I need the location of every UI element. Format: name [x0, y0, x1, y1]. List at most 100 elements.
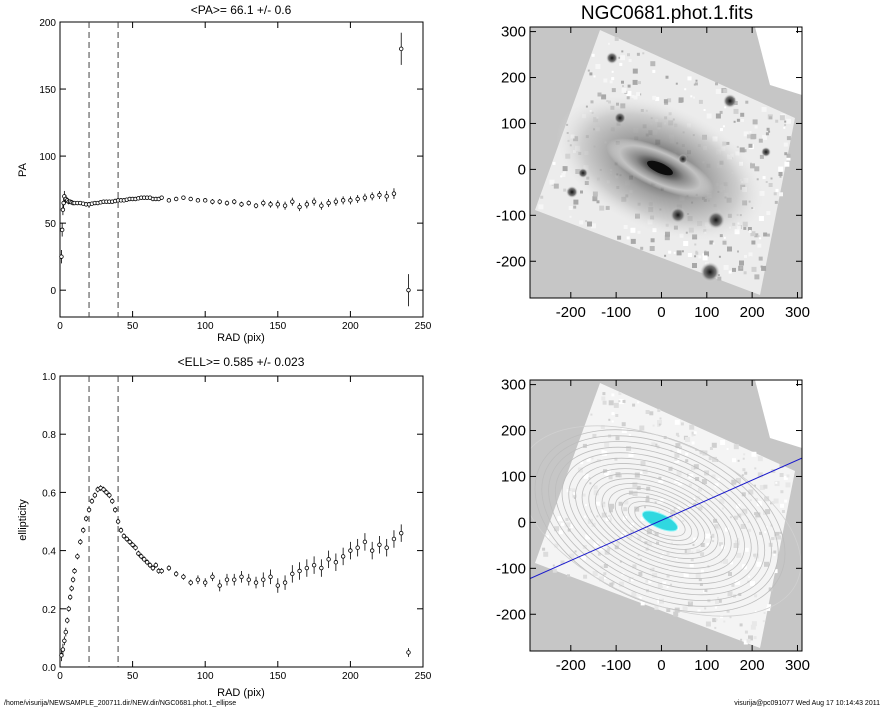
isophote-contour [568, 457, 752, 585]
data-point [101, 487, 106, 492]
noise-pixel [607, 515, 611, 519]
y-tick-label: 0.6 [42, 488, 56, 499]
noise-pixel [618, 501, 623, 506]
noise-pixel [739, 266, 743, 270]
noise-pixel [642, 52, 645, 55]
noise-pixel [775, 188, 779, 192]
data-point [81, 528, 86, 533]
noise-pixel [677, 435, 680, 438]
noise-pixel [581, 555, 586, 561]
data-point [195, 577, 201, 582]
noise-pixel [702, 255, 708, 261]
data-point [150, 565, 156, 571]
noise-pixel [717, 598, 722, 603]
noise-pixel [694, 82, 698, 86]
noise-pixel [751, 451, 757, 457]
x-tick-label: 200 [740, 657, 765, 674]
noise-pixel [695, 251, 699, 255]
noise-pixel [732, 458, 736, 463]
noise-pixel [557, 516, 563, 522]
noise-pixel [675, 82, 678, 85]
noise-pixel [712, 618, 717, 623]
noise-pixel [749, 499, 752, 502]
noise-pixel [704, 589, 708, 593]
noise-pixel [766, 606, 771, 611]
noise-pixel [685, 452, 689, 456]
noise-pixel [687, 76, 692, 81]
y-tick-label: 200 [39, 18, 56, 29]
noise-pixel [622, 399, 626, 403]
noise-pixel [591, 457, 594, 460]
noise-pixel [658, 478, 664, 484]
noise-pixel [743, 453, 746, 456]
noise-pixel [712, 242, 715, 245]
noise-pixel [740, 112, 745, 117]
noise-pixel [692, 543, 695, 546]
isophote-contour [541, 435, 779, 607]
data-point [348, 198, 353, 203]
data-point [319, 203, 324, 208]
noise-pixel [770, 502, 772, 505]
data-point [399, 530, 404, 536]
noise-pixel [761, 106, 767, 112]
y-tick-label: 100 [39, 152, 56, 163]
ell-y-axis-label: ellipticity [17, 499, 29, 541]
noise-pixel [627, 84, 631, 88]
noise-pixel [609, 80, 613, 84]
data-point [173, 571, 179, 577]
noise-pixel [561, 173, 566, 177]
noise-pixel [569, 553, 575, 559]
noise-pixel [757, 235, 760, 238]
isophote-contour [621, 496, 699, 546]
y-tick-label: 0.4 [42, 547, 56, 558]
noise-pixel [715, 89, 721, 95]
galaxy-core [647, 160, 673, 176]
noise-pixel [752, 119, 758, 125]
x-tick-label: 100 [197, 321, 214, 332]
noise-pixel [698, 255, 702, 259]
image-title: NGC0681.phot.1.fits [581, 3, 753, 24]
noise-pixel [756, 501, 762, 507]
y-tick-label: 200 [501, 423, 526, 440]
x-tick-label: 100 [197, 671, 214, 682]
noise-pixel [689, 424, 695, 430]
noise-pixel [751, 266, 757, 272]
noise-pixel [630, 227, 636, 233]
data-point [130, 542, 135, 547]
ell-x-axis-label: RAD (pix) [217, 687, 265, 699]
noise-pixel [770, 177, 773, 180]
noise-pixel [715, 82, 718, 86]
noise-pixel [603, 564, 608, 568]
data-point [159, 195, 164, 200]
star [761, 147, 771, 157]
data-point [232, 199, 237, 204]
noise-pixel [744, 547, 749, 552]
noise-pixel [562, 166, 568, 172]
y-tick-label: -200 [496, 253, 526, 270]
data-point [75, 554, 80, 559]
noise-pixel [773, 550, 777, 554]
isophote-contour [614, 492, 706, 550]
noise-pixel [773, 553, 776, 556]
noise-pixel [733, 108, 739, 114]
noise-pixel [670, 509, 676, 515]
noise-pixel [558, 530, 563, 535]
noise-pixel [698, 506, 703, 511]
noise-pixel [593, 75, 596, 78]
noise-pixel [721, 544, 726, 549]
noise-pixel [733, 120, 736, 123]
data-point [136, 551, 141, 556]
noise-pixel [786, 153, 791, 158]
noise-pixel [714, 606, 717, 609]
noise-pixel [783, 142, 788, 147]
noise-pixel [729, 516, 732, 519]
data-point [166, 198, 172, 203]
noise-pixel [630, 578, 634, 582]
data-point [118, 528, 124, 533]
noise-pixel [631, 591, 637, 597]
noise-pixel [621, 428, 627, 433]
noise-pixel [743, 271, 747, 275]
data-point [173, 196, 179, 202]
noise-pixel [704, 250, 707, 253]
y-tick-label: 100 [501, 468, 526, 485]
